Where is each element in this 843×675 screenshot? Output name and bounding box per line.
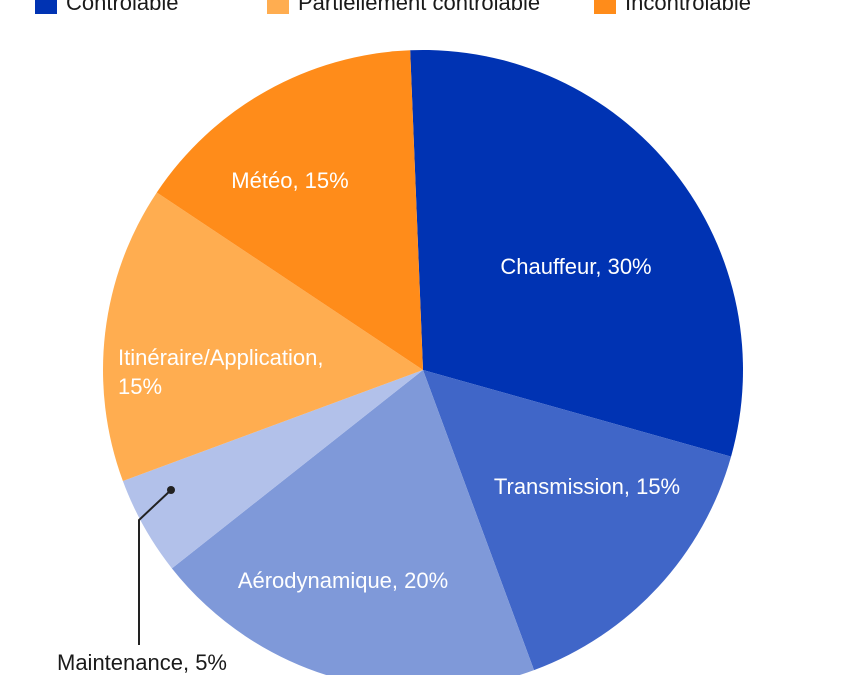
- slice-label: Transmission, 15%: [494, 474, 680, 499]
- slice-label: Météo, 15%: [231, 168, 348, 193]
- pie-slice: [171, 370, 535, 675]
- legend-swatch: [267, 0, 289, 14]
- slice-label: Itinéraire/Application,: [118, 345, 323, 370]
- slice-label: 15%: [118, 374, 162, 399]
- slice-label: Chauffeur, 30%: [500, 254, 651, 279]
- pie-slice: [156, 50, 424, 371]
- pie-slice: [423, 370, 732, 671]
- legend-label: Partiellement contrôlable: [298, 0, 540, 15]
- legend-label: Incontrôlable: [625, 0, 751, 15]
- leader-dot: [167, 486, 175, 494]
- slice-label: Maintenance, 5%: [57, 650, 227, 675]
- legend-label: Contrôlable: [66, 0, 179, 15]
- legend-swatch: [594, 0, 616, 14]
- pie-slice: [102, 192, 423, 482]
- leader-line: [138, 489, 172, 645]
- slice-label: Aérodynamique, 20%: [238, 568, 448, 593]
- legend-swatch: [35, 0, 57, 14]
- pie-slice: [122, 370, 423, 569]
- pie-slice: [410, 50, 743, 457]
